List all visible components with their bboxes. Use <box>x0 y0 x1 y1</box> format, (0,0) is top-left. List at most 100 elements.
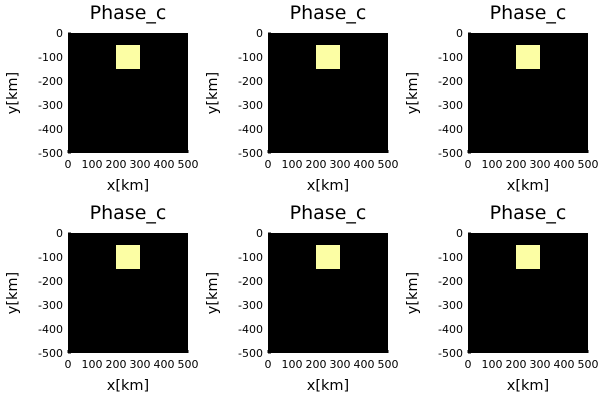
heatmap-panel: Phase_c 0 100 200 300 400 500 0 -100 -200 -300 -400… <box>405 2 599 194</box>
chart-title: Phase_c <box>290 202 367 224</box>
y-tick-label: 0 <box>56 27 63 40</box>
x-tick-label: 500 <box>178 158 199 171</box>
y-tick-label: -100 <box>238 51 263 64</box>
y-tick-label: -400 <box>438 323 463 336</box>
y-tick-label: -500 <box>238 147 263 160</box>
x-tick-label: 100 <box>282 358 303 371</box>
x-tick-label: 200 <box>106 158 127 171</box>
y-tick-label: -500 <box>438 147 463 160</box>
y-tick-label: -500 <box>238 347 263 360</box>
x-tick-label: 300 <box>530 358 551 371</box>
y-axis-label: y[km] <box>5 272 21 314</box>
y-tick-label: -300 <box>238 299 263 312</box>
x-axis-label: x[km] <box>307 378 349 394</box>
y-axis-label: y[km] <box>205 272 221 314</box>
y-tick-label: -500 <box>38 347 63 360</box>
heatmap-panel: Phase_c 0 100 200 300 400 500 0 -100 -200 -300 -400… <box>405 202 599 394</box>
x-tick-label: 100 <box>482 358 503 371</box>
x-tick-label: 100 <box>82 158 103 171</box>
y-tick-label: -400 <box>438 123 463 136</box>
x-tick-label: 100 <box>282 158 303 171</box>
heatmap-panel: Phase_c 0 100 200 300 400 500 0 -100 -200 -300 -400… <box>5 202 199 394</box>
x-tick-label: 400 <box>354 158 375 171</box>
heatmap-panel: Phase_c 0 100 200 300 400 500 0 -100 -200 -300 -400… <box>205 2 399 194</box>
x-tick-label: 200 <box>506 358 527 371</box>
y-axis-label: y[km] <box>5 72 21 114</box>
y-axis-label: y[km] <box>405 72 421 114</box>
x-tick-label: 500 <box>378 358 399 371</box>
x-tick-label: 400 <box>154 158 175 171</box>
y-tick-label: -200 <box>238 75 263 88</box>
x-tick-label: 200 <box>306 158 327 171</box>
y-tick-label: -300 <box>438 299 463 312</box>
y-tick-label: -100 <box>438 51 463 64</box>
y-tick-label: 0 <box>56 227 63 240</box>
x-tick-label: 300 <box>130 358 151 371</box>
x-tick-label: 300 <box>330 358 351 371</box>
x-tick-label: 500 <box>378 158 399 171</box>
y-tick-label: 0 <box>456 227 463 240</box>
y-tick-label: -400 <box>38 323 63 336</box>
y-tick-label: 0 <box>256 27 263 40</box>
x-tick-label: 200 <box>506 158 527 171</box>
y-tick-label: -400 <box>238 123 263 136</box>
x-tick-label: 100 <box>482 158 503 171</box>
chart-title: Phase_c <box>90 2 167 24</box>
x-tick-label: 100 <box>82 358 103 371</box>
y-tick-label: -300 <box>238 99 263 112</box>
x-tick-label: 0 <box>65 358 72 371</box>
x-tick-label: 0 <box>265 358 272 371</box>
x-axis-label: x[km] <box>507 378 549 394</box>
x-tick-label: 400 <box>354 358 375 371</box>
x-axis-label: x[km] <box>307 178 349 194</box>
heatmap-region <box>516 245 540 269</box>
y-tick-label: -500 <box>438 347 463 360</box>
x-tick-label: 300 <box>530 158 551 171</box>
y-tick-label: -400 <box>238 323 263 336</box>
y-tick-label: -300 <box>38 299 63 312</box>
y-tick-label: -200 <box>38 275 63 288</box>
x-tick-label: 0 <box>265 158 272 171</box>
heatmap-region <box>516 45 540 69</box>
x-tick-label: 0 <box>465 158 472 171</box>
y-axis-label: y[km] <box>405 272 421 314</box>
x-tick-label: 200 <box>106 358 127 371</box>
x-tick-label: 400 <box>154 358 175 371</box>
y-tick-label: -100 <box>238 251 263 264</box>
y-tick-label: -500 <box>38 147 63 160</box>
y-tick-label: -200 <box>438 275 463 288</box>
heatmap-panel: Phase_c 0 100 200 300 400 500 0 -100 -200 -300 -400… <box>205 202 399 394</box>
y-tick-label: -200 <box>438 75 463 88</box>
heatmap-region <box>316 245 340 269</box>
chart-title: Phase_c <box>490 202 567 224</box>
y-tick-label: 0 <box>456 27 463 40</box>
heatmap-region <box>316 45 340 69</box>
x-axis-label: x[km] <box>507 178 549 194</box>
y-tick-label: -100 <box>38 251 63 264</box>
y-tick-label: -200 <box>38 75 63 88</box>
x-tick-label: 0 <box>465 358 472 371</box>
x-tick-label: 400 <box>554 358 575 371</box>
y-tick-label: -200 <box>238 275 263 288</box>
chart-title: Phase_c <box>490 2 567 24</box>
heatmap-region <box>116 45 140 69</box>
heatmap-panel: Phase_c 0 100 200 300 400 500 0 -100 -200 -300 -400… <box>5 2 199 194</box>
x-tick-label: 300 <box>330 158 351 171</box>
x-axis-label: x[km] <box>107 378 149 394</box>
x-tick-label: 500 <box>578 158 599 171</box>
y-tick-label: -300 <box>38 99 63 112</box>
y-tick-label: -100 <box>438 251 463 264</box>
x-tick-label: 500 <box>178 358 199 371</box>
x-tick-label: 300 <box>130 158 151 171</box>
y-axis-label: y[km] <box>205 72 221 114</box>
heatmap-region <box>116 245 140 269</box>
y-tick-label: -100 <box>38 51 63 64</box>
x-tick-label: 400 <box>554 158 575 171</box>
chart-title: Phase_c <box>90 202 167 224</box>
chart-title: Phase_c <box>290 2 367 24</box>
x-tick-label: 500 <box>578 358 599 371</box>
y-tick-label: -300 <box>438 99 463 112</box>
x-axis-label: x[km] <box>107 178 149 194</box>
x-tick-label: 0 <box>65 158 72 171</box>
